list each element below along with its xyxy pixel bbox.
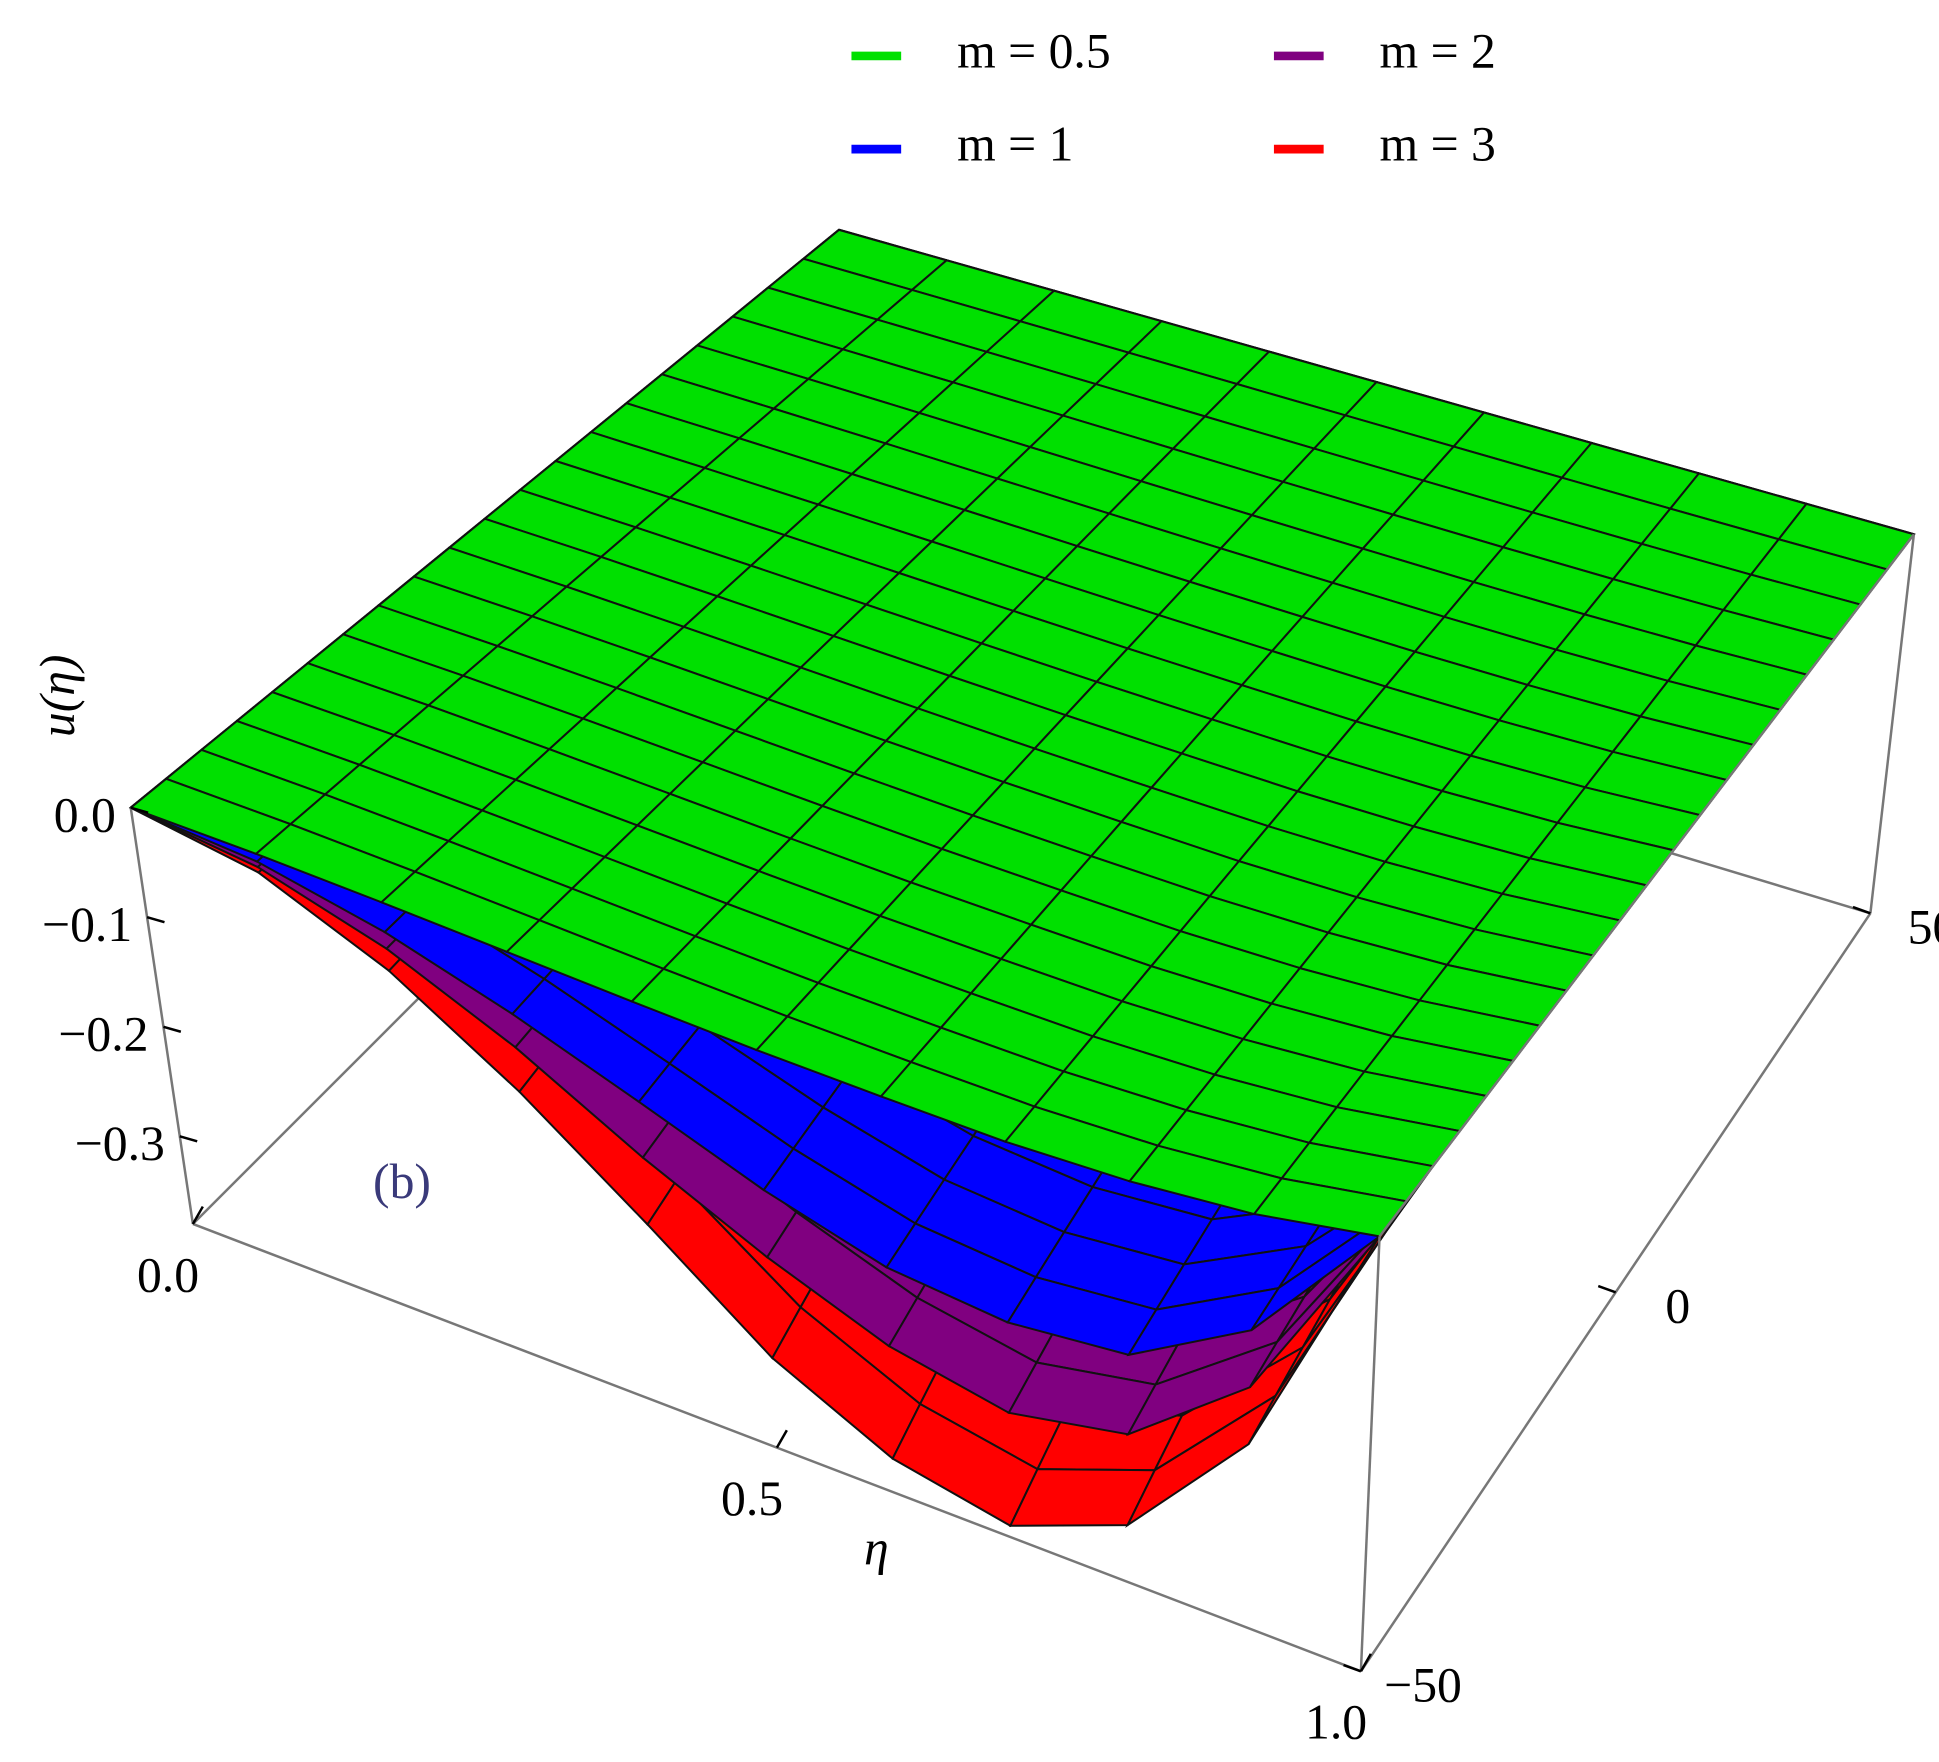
y-tick-label: 50 bbox=[1908, 899, 1939, 954]
x-tick bbox=[775, 1429, 788, 1449]
surface bbox=[128, 228, 1916, 1238]
z-tick-label: 0.0 bbox=[54, 788, 116, 843]
y-tick-label: 0 bbox=[1665, 1278, 1690, 1333]
legend-label: m = 0.5 bbox=[957, 23, 1111, 78]
x-tick-label: 0.0 bbox=[137, 1247, 199, 1302]
x-tick bbox=[1359, 1653, 1372, 1672]
x-tick-label: 0.5 bbox=[721, 1471, 783, 1526]
z-tick bbox=[163, 1025, 182, 1033]
y-tick bbox=[1852, 905, 1871, 915]
legend-label: m = 2 bbox=[1380, 23, 1496, 78]
box-edge bbox=[129, 807, 195, 1225]
box-edge bbox=[1378, 533, 1915, 1238]
y-tick-label: −50 bbox=[1384, 1657, 1462, 1712]
z-tick bbox=[146, 916, 165, 924]
box-edge bbox=[1869, 534, 1916, 914]
annotation: (b) bbox=[373, 1154, 431, 1209]
box-edge bbox=[1359, 1236, 1381, 1672]
legend-label: m = 1 bbox=[957, 117, 1073, 172]
legend-label: m = 3 bbox=[1380, 117, 1496, 172]
x-tick-label: 1.0 bbox=[1305, 1695, 1367, 1750]
z-axis-label: u(η) bbox=[30, 655, 85, 738]
y-tick bbox=[1343, 1663, 1362, 1673]
z-tick bbox=[130, 806, 149, 814]
z-tick-label: −0.2 bbox=[58, 1007, 148, 1062]
x-axis-label: η bbox=[864, 1521, 889, 1576]
z-tick-label: −0.1 bbox=[42, 897, 132, 952]
y-tick bbox=[1597, 1284, 1617, 1294]
x-tick bbox=[191, 1205, 204, 1225]
z-tick-label: −0.3 bbox=[75, 1116, 165, 1171]
z-tick bbox=[179, 1135, 198, 1143]
